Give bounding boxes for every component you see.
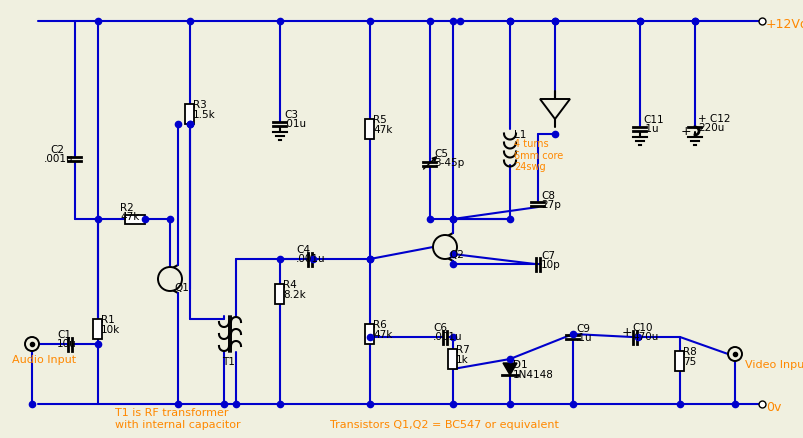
Text: 10k: 10k xyxy=(101,324,120,334)
Text: R2: R2 xyxy=(120,202,133,212)
Text: L1: L1 xyxy=(513,130,526,140)
Text: C10: C10 xyxy=(631,322,652,332)
Polygon shape xyxy=(540,100,569,120)
Text: .001u: .001u xyxy=(433,331,462,341)
Text: C8: C8 xyxy=(540,191,554,201)
Text: C7: C7 xyxy=(540,251,554,261)
Text: Q1: Q1 xyxy=(173,283,189,292)
Text: C2: C2 xyxy=(50,145,64,155)
Text: Transistors Q1,Q2 = BC547 or equivalent: Transistors Q1,Q2 = BC547 or equivalent xyxy=(329,419,558,429)
Text: 47k: 47k xyxy=(120,212,139,222)
Circle shape xyxy=(158,267,181,291)
Text: .001u: .001u xyxy=(44,154,74,164)
Text: 8.2k: 8.2k xyxy=(283,290,305,299)
Text: +: + xyxy=(679,125,691,138)
Text: R3: R3 xyxy=(193,100,206,110)
Text: Audio Input: Audio Input xyxy=(12,354,76,364)
Text: R5: R5 xyxy=(373,115,386,125)
Text: C3: C3 xyxy=(283,110,298,120)
Text: D1: D1 xyxy=(512,359,527,369)
Text: R8: R8 xyxy=(683,346,696,356)
Bar xyxy=(275,284,284,304)
Bar xyxy=(124,215,145,224)
Text: 75: 75 xyxy=(683,356,695,366)
Text: 47k: 47k xyxy=(373,329,392,339)
Text: 1.5k: 1.5k xyxy=(193,110,215,120)
Text: 0v: 0v xyxy=(765,400,781,413)
Text: R1: R1 xyxy=(101,314,115,324)
Text: R7: R7 xyxy=(455,344,469,354)
Text: 10u: 10u xyxy=(57,338,76,348)
Bar xyxy=(365,120,374,140)
Text: R6: R6 xyxy=(373,319,386,329)
Text: 4 turns
6mm core
24swg: 4 turns 6mm core 24swg xyxy=(513,139,563,172)
Text: 47k: 47k xyxy=(373,125,392,135)
Circle shape xyxy=(727,347,741,361)
Text: C1: C1 xyxy=(57,329,71,339)
Text: +: + xyxy=(622,325,632,338)
Text: C5: C5 xyxy=(434,148,447,159)
Bar xyxy=(675,351,683,371)
Bar xyxy=(365,324,374,344)
Text: 3-45p: 3-45p xyxy=(434,158,463,168)
Circle shape xyxy=(25,337,39,351)
Bar xyxy=(185,105,194,125)
Text: 1k: 1k xyxy=(455,354,468,364)
Text: R4: R4 xyxy=(283,279,296,290)
Text: C6: C6 xyxy=(433,322,446,332)
Text: .1u: .1u xyxy=(642,124,658,134)
Text: C9: C9 xyxy=(575,323,589,333)
Circle shape xyxy=(433,236,456,259)
Text: .1u: .1u xyxy=(575,332,592,342)
Text: C11: C11 xyxy=(642,115,662,125)
Bar xyxy=(93,319,102,339)
Text: 27p: 27p xyxy=(540,200,560,209)
Text: .01u: .01u xyxy=(283,119,307,129)
Text: 470u: 470u xyxy=(631,331,658,341)
Text: 220u: 220u xyxy=(697,123,724,133)
Text: +12Vdc: +12Vdc xyxy=(765,18,803,31)
Text: + C12: + C12 xyxy=(697,114,730,124)
Text: T1: T1 xyxy=(222,356,234,366)
Text: 10p: 10p xyxy=(540,259,560,269)
Text: 1N4148: 1N4148 xyxy=(512,369,553,379)
Text: T1 is RF transformer
with internal capacitor: T1 is RF transformer with internal capac… xyxy=(115,407,240,429)
Polygon shape xyxy=(503,363,516,375)
Bar xyxy=(448,349,457,369)
Text: Video Input: Video Input xyxy=(744,359,803,369)
Text: C4: C4 xyxy=(296,244,310,254)
Text: .001u: .001u xyxy=(296,254,325,263)
Text: Q2: Q2 xyxy=(448,249,463,259)
